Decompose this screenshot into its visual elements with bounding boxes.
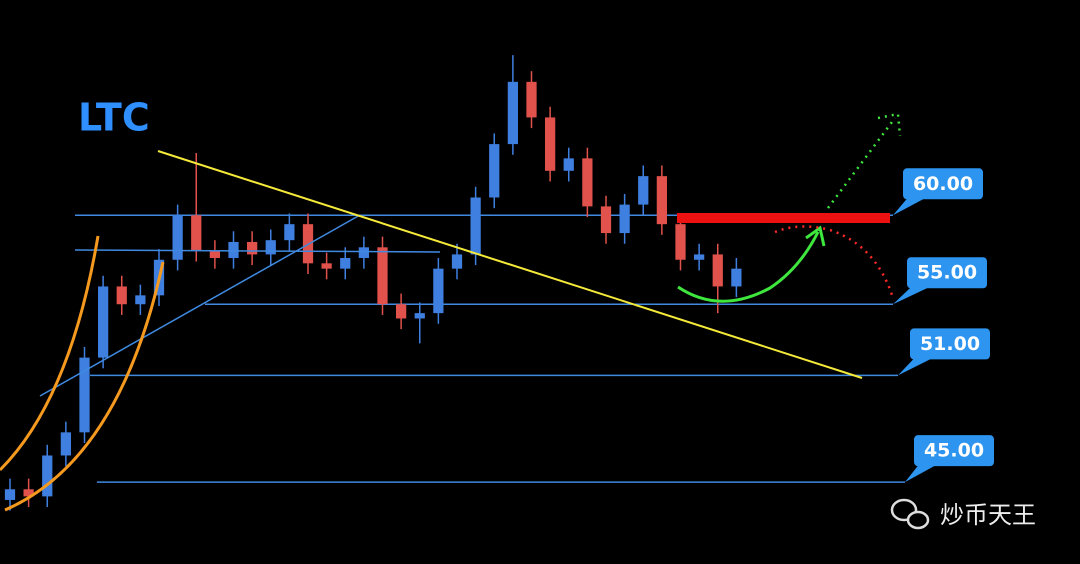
candle-body [638, 176, 649, 205]
candle-body [321, 263, 332, 269]
drawings [0, 112, 902, 512]
chart-title: LTC [78, 96, 150, 140]
candle-body [582, 158, 593, 207]
candle-body [675, 224, 686, 260]
level-label: 45.00 [924, 440, 984, 462]
candle-body [60, 432, 71, 456]
candle-body [284, 224, 295, 241]
candle-body [396, 304, 407, 319]
resistance-zone [677, 213, 890, 223]
candle-body [470, 197, 481, 255]
candle-body [4, 489, 16, 500]
level-label: 60.00 [913, 173, 973, 195]
arc [0, 235, 100, 472]
level-label-box [910, 328, 990, 360]
candle-body [247, 241, 258, 255]
wechat-icon [906, 510, 930, 530]
trend-line [157, 150, 863, 379]
candle-body [98, 286, 109, 358]
candle-body [731, 268, 742, 287]
candle-body [377, 247, 388, 305]
candle-body [42, 455, 53, 497]
dotted-arrow [826, 117, 897, 209]
candle-body [358, 247, 369, 258]
candle-body [545, 117, 556, 171]
label-pointer [893, 196, 925, 216]
candle-body [600, 206, 612, 234]
candle-body [712, 254, 723, 287]
label-pointer [893, 285, 929, 305]
watermark: 炒币天王 [890, 498, 1036, 530]
candle-body [340, 257, 351, 269]
candle-body [228, 241, 239, 258]
arrow [677, 231, 820, 303]
candle-body [433, 268, 444, 314]
label-pointer [905, 463, 936, 483]
candle-body [694, 254, 705, 260]
candle-body [172, 215, 183, 260]
candle-body [23, 489, 34, 497]
arrow-head [805, 225, 826, 247]
level-label: 51.00 [920, 333, 980, 355]
level-label: 55.00 [917, 262, 977, 284]
candle-body [526, 81, 537, 118]
candle-body [507, 81, 518, 145]
arc [4, 261, 165, 512]
candle-body [135, 295, 146, 305]
candle-body [489, 144, 500, 198]
candle-body [265, 240, 276, 255]
candle-body [619, 204, 630, 234]
label-pointer [898, 356, 932, 376]
candle-body [209, 250, 220, 258]
candle-body [563, 158, 574, 171]
watermark-text: 炒币天王 [940, 501, 1036, 529]
candle-body [191, 215, 202, 251]
candle-body [116, 286, 127, 305]
candle-body [79, 357, 90, 433]
level-label-box [903, 168, 983, 200]
trend-line [39, 214, 361, 397]
candle-body [414, 313, 425, 319]
candle-body [656, 176, 667, 225]
level-label-box [907, 257, 987, 289]
dotted-arrow [774, 225, 894, 296]
candle-body [451, 254, 463, 269]
wechat-icon [890, 498, 918, 522]
dotted-arrow-head [877, 112, 902, 137]
level-label-box [914, 435, 994, 467]
trend-line [74, 249, 441, 253]
